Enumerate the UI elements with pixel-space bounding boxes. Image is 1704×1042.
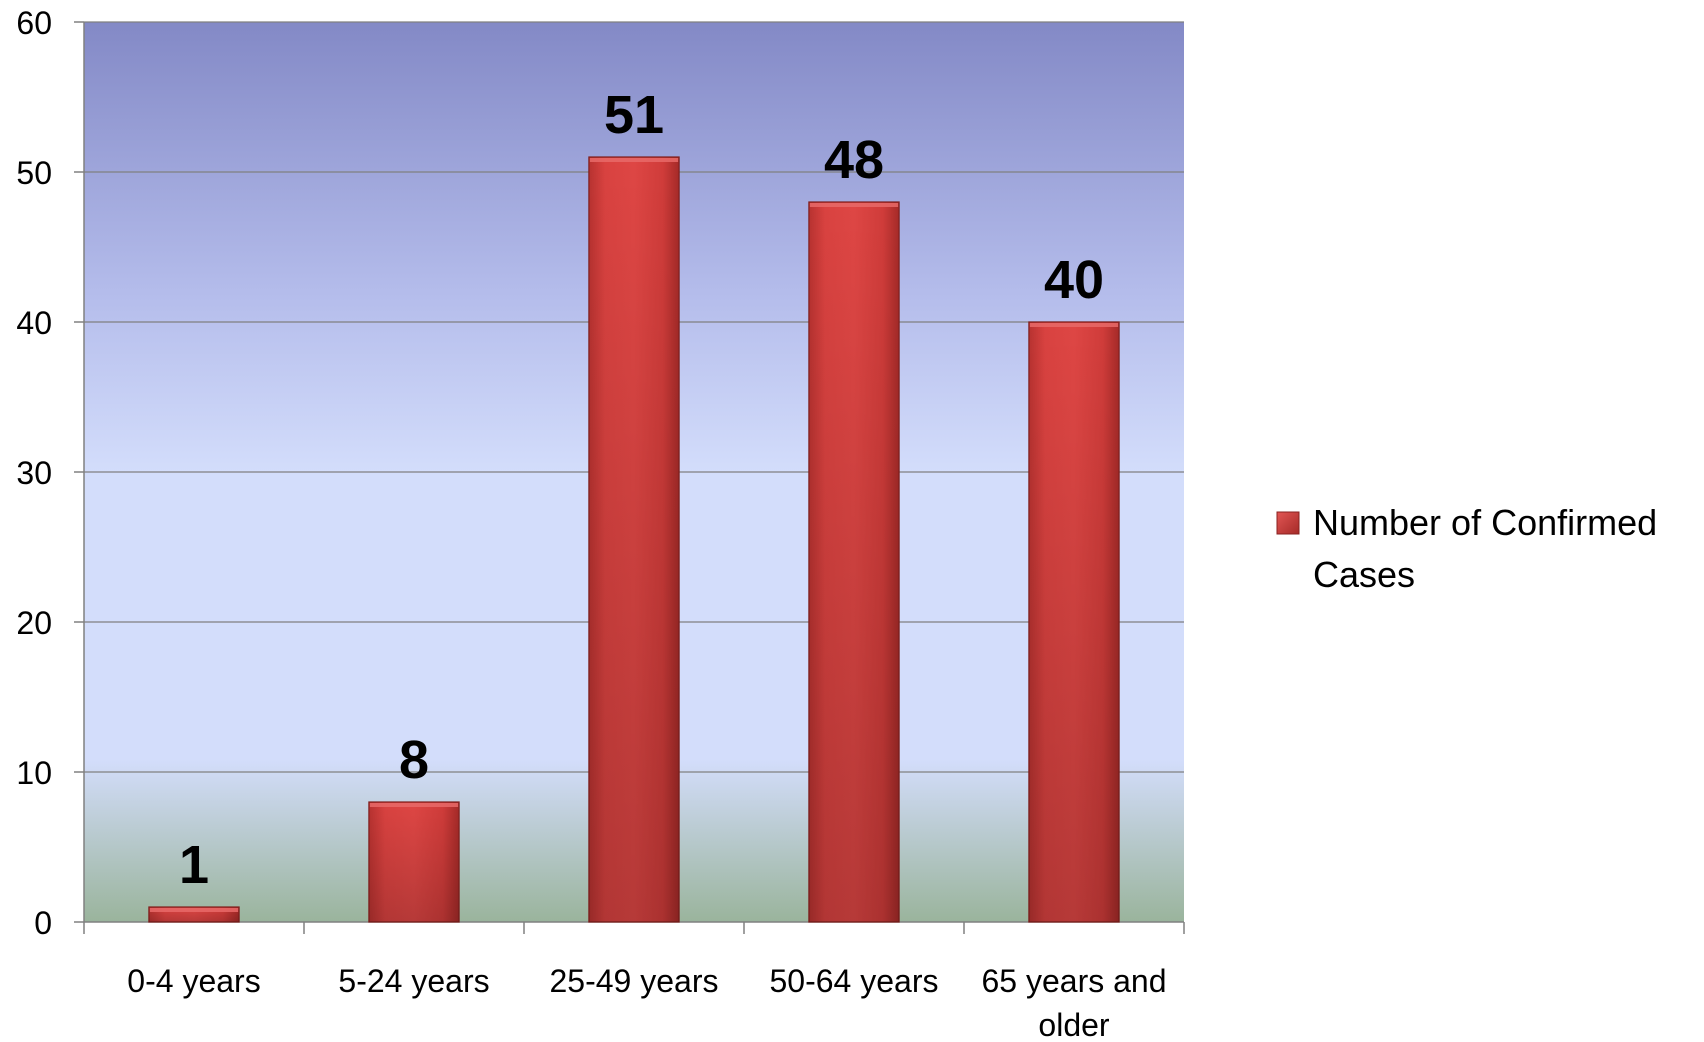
- x-tick-label-5-line-2: older: [1038, 1007, 1110, 1037]
- legend-swatch: [1276, 511, 1300, 535]
- bar-shade: [808, 202, 900, 922]
- bars: [148, 156, 1120, 923]
- y-tick-label: 60: [16, 5, 52, 41]
- data-label-5: 40: [1044, 250, 1104, 310]
- tick-labels: 0 10 20 30 40 50 60 0-4 years 5-24 years 25-49 ye…: [16, 5, 1166, 1042]
- x-tick-label-1: 0-4 years: [127, 963, 260, 999]
- legend: Number of Confirmed Cases: [1276, 502, 1657, 595]
- x-tick-label-4: 50-64 years: [770, 963, 939, 999]
- data-label-1: 1: [179, 835, 209, 895]
- data-label-2: 8: [399, 730, 429, 790]
- y-tick-label: 40: [16, 305, 52, 341]
- y-tick-label: 10: [16, 755, 52, 791]
- legend-label-line-1: Number of Confirmed: [1313, 502, 1657, 543]
- bar-top-highlight: [149, 908, 239, 912]
- bar-top-highlight: [1029, 323, 1119, 327]
- y-tick-label: 0: [34, 905, 52, 941]
- bar-5: [1028, 321, 1120, 923]
- x-tick-label-5-line-1: 65 years and: [981, 963, 1166, 999]
- bar-3: [588, 156, 680, 923]
- data-label-3: 51: [604, 85, 664, 145]
- bar-top-highlight: [589, 158, 679, 162]
- bar-top-highlight: [809, 203, 899, 207]
- bar-shade: [368, 802, 460, 922]
- x-tick-label-2: 5-24 years: [338, 963, 489, 999]
- y-tick-label: 30: [16, 455, 52, 491]
- bar-1: [148, 906, 240, 923]
- data-label-4: 48: [824, 130, 884, 190]
- y-tick-label: 20: [16, 605, 52, 641]
- legend-label-line-2: Cases: [1313, 554, 1415, 595]
- bar-top-highlight: [369, 803, 459, 807]
- x-tick-label-3: 25-49 years: [550, 963, 719, 999]
- bar-shade: [588, 157, 680, 922]
- bar-shade: [1028, 322, 1120, 922]
- bar-2: [368, 801, 460, 923]
- data-labels: 1 8 51 48 40: [179, 85, 1104, 895]
- bar-4: [808, 201, 900, 923]
- y-tick-label: 50: [16, 155, 52, 191]
